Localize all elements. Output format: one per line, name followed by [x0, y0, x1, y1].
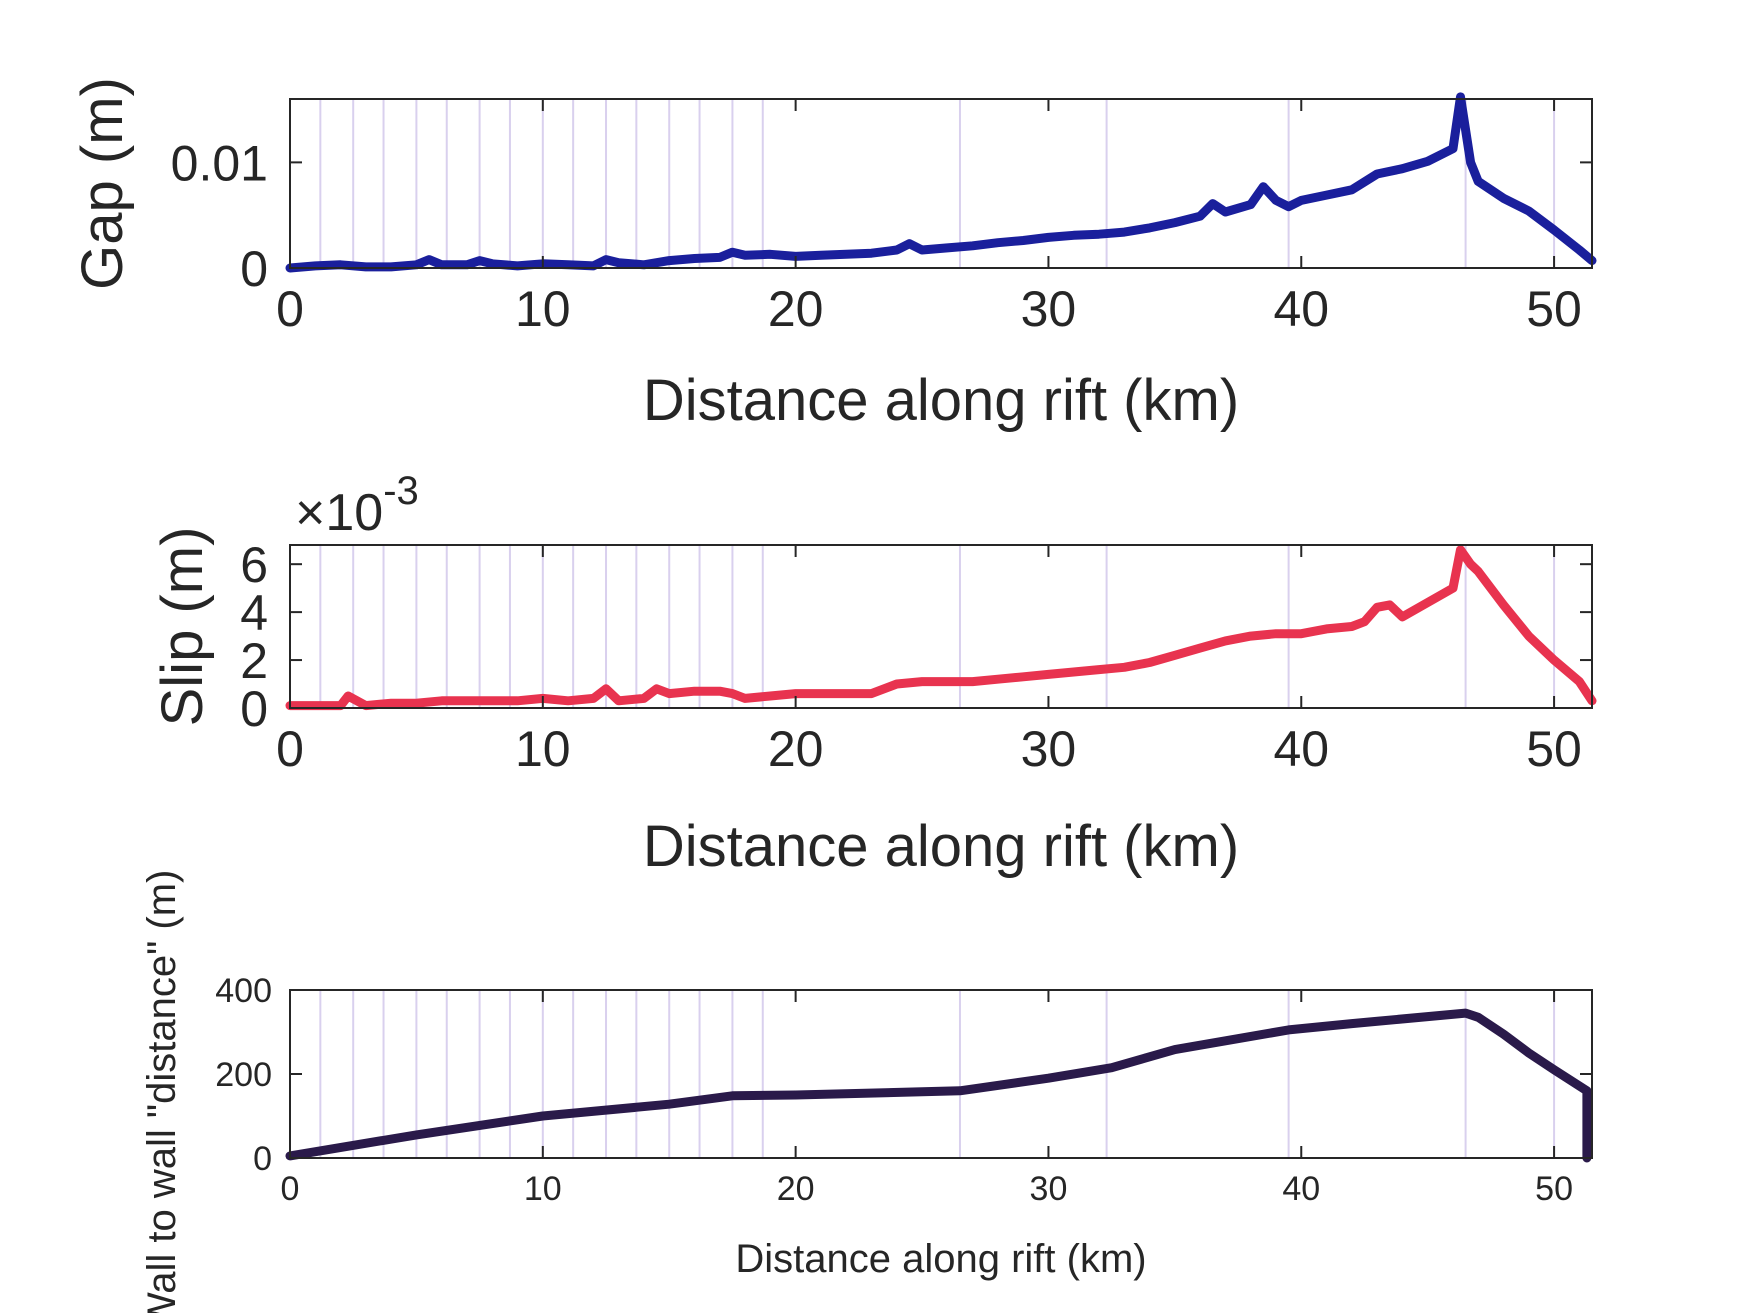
gap-x-tick-label-5: 50	[1526, 281, 1582, 337]
gap-panel: 0 10 20 30 40 50 0 0.01 Distance along rift (km…	[70, 77, 1597, 433]
slip-x-tick-label-3: 30	[1021, 721, 1077, 777]
slip-x-axis-label: Distance along rift (km)	[643, 814, 1239, 879]
gap-x-tick-label-2: 20	[768, 281, 824, 337]
gap-x-tick-label-0: 0	[276, 281, 304, 337]
distance-y-tick-label-2: 400	[215, 972, 272, 1010]
slip-y-tick-label-1: 2	[240, 633, 268, 689]
gap-x-tick-label-3: 30	[1021, 281, 1077, 337]
slip-y-exponent-base: ×10	[295, 484, 383, 542]
gap-x-tick-label-1: 10	[515, 281, 571, 337]
distance-y-tick-label-1: 200	[215, 1056, 272, 1094]
slip-x-tick-label-4: 40	[1273, 721, 1329, 777]
gap-x-axis-label: Distance along rift (km)	[643, 368, 1239, 433]
distance-y-axis-label: Wall to wall "distance" (m)	[140, 870, 184, 1313]
distance-series-line	[285, 1008, 1592, 1163]
slip-y-exponent-power: -3	[383, 469, 419, 513]
gap-axes-box	[289, 98, 1593, 269]
distance-ticks: 0 10 20 30 40 50 0 200 400	[215, 972, 1592, 1208]
distance-x-tick-label-4: 40	[1282, 1170, 1320, 1208]
slip-y-exponent: ×10-3	[295, 469, 419, 542]
gap-ticks: 0 10 20 30 40 50 0 0.01	[171, 99, 1592, 337]
distance-x-tick-label-0: 0	[281, 1170, 300, 1208]
slip-y-axis-label: Slip (m)	[150, 527, 215, 727]
slip-y-tick-label-2: 4	[240, 585, 268, 641]
gap-x-tick-label-4: 40	[1273, 281, 1329, 337]
gap-segment-lines	[319, 99, 1556, 268]
distance-x-tick-label-5: 50	[1535, 1170, 1573, 1208]
distance-panel: 0 10 20 30 40 50 0 200 400 Distance along rift (…	[140, 870, 1593, 1313]
gap-y-tick-label-0: 0	[240, 241, 268, 297]
gap-y-tick-label-1: 0.01	[171, 135, 268, 191]
slip-axes-box	[289, 544, 1593, 709]
slip-y-tick-label-0: 0	[240, 681, 268, 737]
distance-y-tick-label-0: 0	[253, 1140, 272, 1178]
slip-x-tick-label-1: 10	[515, 721, 571, 777]
slip-x-tick-label-0: 0	[276, 721, 304, 777]
distance-x-tick-label-3: 30	[1030, 1170, 1068, 1208]
slip-x-tick-label-5: 50	[1526, 721, 1582, 777]
gap-series-line	[285, 92, 1597, 273]
distance-x-tick-label-2: 20	[777, 1170, 815, 1208]
slip-segment-lines	[319, 545, 1556, 708]
slip-series-line	[285, 545, 1597, 711]
gap-y-axis-label: Gap (m)	[70, 77, 135, 290]
distance-x-axis-label: Distance along rift (km)	[735, 1237, 1146, 1281]
distance-x-tick-label-1: 10	[524, 1170, 562, 1208]
distance-segment-lines	[319, 990, 1556, 1158]
slip-y-tick-label-3: 6	[240, 537, 268, 593]
slip-x-tick-label-2: 20	[768, 721, 824, 777]
